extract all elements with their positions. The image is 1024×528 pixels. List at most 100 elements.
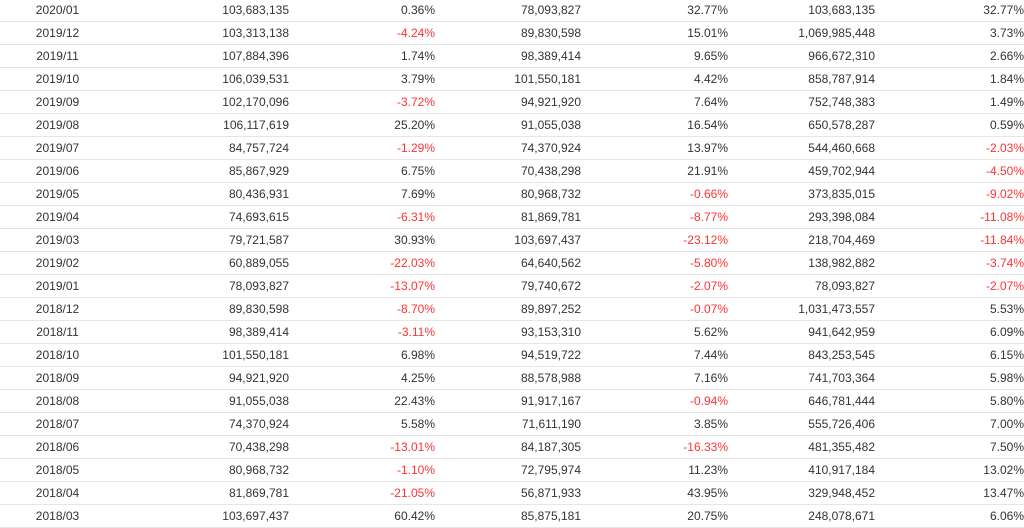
value-cell: 106,117,619 <box>115 113 289 137</box>
comparison-change-cell: 20.75% <box>581 504 728 528</box>
value-change-cell: 1.74% <box>289 44 435 68</box>
cumulative-value-cell: 646,781,444 <box>728 389 875 413</box>
value-cell: 84,757,724 <box>115 136 289 160</box>
cumulative-value-cell: 103,683,135 <box>728 0 875 22</box>
month-cell: 2018/11 <box>0 320 115 344</box>
cumulative-value-cell: 650,578,287 <box>728 113 875 137</box>
table-row: 2018/03 103,697,437 60.42% 85,875,181 20.75%… <box>0 504 1024 528</box>
month-cell: 2019/08 <box>0 113 115 137</box>
cumulative-change-cell: 5.80% <box>875 389 1024 413</box>
table-row: 2019/11 107,884,396 1.74% 98,389,414 9.65% 96… <box>0 44 1024 68</box>
comparison-value-cell: 88,578,988 <box>435 366 581 390</box>
cumulative-change-cell: 32.77% <box>875 0 1024 22</box>
value-cell: 103,683,135 <box>115 0 289 22</box>
month-cell: 2019/09 <box>0 90 115 114</box>
value-change-cell: 6.75% <box>289 159 435 183</box>
cumulative-change-cell: -4.50% <box>875 159 1024 183</box>
comparison-change-cell: 5.62% <box>581 320 728 344</box>
value-cell: 94,921,920 <box>115 366 289 390</box>
table-row: 2019/02 60,889,055 -22.03% 64,640,562 -5.80%… <box>0 251 1024 275</box>
value-change-cell: -21.05% <box>289 481 435 505</box>
cumulative-value-cell: 966,672,310 <box>728 44 875 68</box>
comparison-value-cell: 79,740,672 <box>435 274 581 298</box>
cumulative-change-cell: -11.84% <box>875 228 1024 252</box>
cumulative-value-cell: 78,093,827 <box>728 274 875 298</box>
cumulative-value-cell: 218,704,469 <box>728 228 875 252</box>
table-row: 2019/10 106,039,531 3.79% 101,550,181 4.42% 8… <box>0 67 1024 91</box>
value-cell: 91,055,038 <box>115 389 289 413</box>
comparison-value-cell: 94,519,722 <box>435 343 581 367</box>
value-change-cell: 22.43% <box>289 389 435 413</box>
comparison-change-cell: -16.33% <box>581 435 728 459</box>
comparison-change-cell: 3.85% <box>581 412 728 436</box>
cumulative-value-cell: 941,642,959 <box>728 320 875 344</box>
cumulative-change-cell: 13.02% <box>875 458 1024 482</box>
month-cell: 2018/03 <box>0 504 115 528</box>
comparison-value-cell: 64,640,562 <box>435 251 581 275</box>
cumulative-change-cell: -3.74% <box>875 251 1024 275</box>
cumulative-change-cell: 7.50% <box>875 435 1024 459</box>
table-row: 2018/05 80,968,732 -1.10% 72,795,974 11.23% 4… <box>0 458 1024 482</box>
cumulative-value-cell: 555,726,406 <box>728 412 875 436</box>
comparison-value-cell: 89,897,252 <box>435 297 581 321</box>
cumulative-change-cell: 3.73% <box>875 21 1024 45</box>
value-change-cell: -1.10% <box>289 458 435 482</box>
month-cell: 2018/06 <box>0 435 115 459</box>
table-row: 2019/06 85,867,929 6.75% 70,438,298 21.91% 45… <box>0 159 1024 183</box>
month-cell: 2019/03 <box>0 228 115 252</box>
value-cell: 89,830,598 <box>115 297 289 321</box>
comparison-change-cell: 7.44% <box>581 343 728 367</box>
month-cell: 2018/12 <box>0 297 115 321</box>
cumulative-value-cell: 1,069,985,448 <box>728 21 875 45</box>
value-change-cell: 0.36% <box>289 0 435 22</box>
table-row: 2019/09 102,170,096 -3.72% 94,921,920 7.64% 7… <box>0 90 1024 114</box>
value-change-cell: -8.70% <box>289 297 435 321</box>
comparison-change-cell: 43.95% <box>581 481 728 505</box>
month-cell: 2018/05 <box>0 458 115 482</box>
cumulative-change-cell: 13.47% <box>875 481 1024 505</box>
comparison-change-cell: -5.80% <box>581 251 728 275</box>
comparison-change-cell: -0.94% <box>581 389 728 413</box>
comparison-value-cell: 103,697,437 <box>435 228 581 252</box>
value-cell: 103,313,138 <box>115 21 289 45</box>
value-cell: 80,968,732 <box>115 458 289 482</box>
comparison-value-cell: 94,921,920 <box>435 90 581 114</box>
value-change-cell: 60.42% <box>289 504 435 528</box>
cumulative-value-cell: 138,982,882 <box>728 251 875 275</box>
cumulative-value-cell: 248,078,671 <box>728 504 875 528</box>
comparison-value-cell: 91,917,167 <box>435 389 581 413</box>
cumulative-value-cell: 329,948,452 <box>728 481 875 505</box>
value-cell: 106,039,531 <box>115 67 289 91</box>
comparison-change-cell: -8.77% <box>581 205 728 229</box>
comparison-change-cell: 13.97% <box>581 136 728 160</box>
table-row: 2018/08 91,055,038 22.43% 91,917,167 -0.94% 6… <box>0 389 1024 413</box>
value-change-cell: 5.58% <box>289 412 435 436</box>
cumulative-value-cell: 293,398,084 <box>728 205 875 229</box>
value-change-cell: 25.20% <box>289 113 435 137</box>
cumulative-value-cell: 843,253,545 <box>728 343 875 367</box>
cumulative-change-cell: 2.66% <box>875 44 1024 68</box>
table-row: 2019/03 79,721,587 30.93% 103,697,437 -23.12… <box>0 228 1024 252</box>
comparison-value-cell: 70,438,298 <box>435 159 581 183</box>
value-cell: 78,093,827 <box>115 274 289 298</box>
table-row: 2019/08 106,117,619 25.20% 91,055,038 16.54%… <box>0 113 1024 137</box>
month-cell: 2019/02 <box>0 251 115 275</box>
comparison-change-cell: 32.77% <box>581 0 728 22</box>
comparison-value-cell: 72,795,974 <box>435 458 581 482</box>
month-cell: 2018/09 <box>0 366 115 390</box>
comparison-value-cell: 84,187,305 <box>435 435 581 459</box>
cumulative-change-cell: 0.59% <box>875 113 1024 137</box>
cumulative-value-cell: 1,031,473,557 <box>728 297 875 321</box>
value-cell: 101,550,181 <box>115 343 289 367</box>
month-cell: 2020/01 <box>0 0 115 22</box>
month-cell: 2018/08 <box>0 389 115 413</box>
value-change-cell: -13.01% <box>289 435 435 459</box>
comparison-change-cell: 16.54% <box>581 113 728 137</box>
value-cell: 80,436,931 <box>115 182 289 206</box>
table-row: 2018/04 81,869,781 -21.05% 56,871,933 43.95%… <box>0 481 1024 505</box>
cumulative-change-cell: -2.03% <box>875 136 1024 160</box>
comparison-value-cell: 89,830,598 <box>435 21 581 45</box>
cumulative-change-cell: -11.08% <box>875 205 1024 229</box>
